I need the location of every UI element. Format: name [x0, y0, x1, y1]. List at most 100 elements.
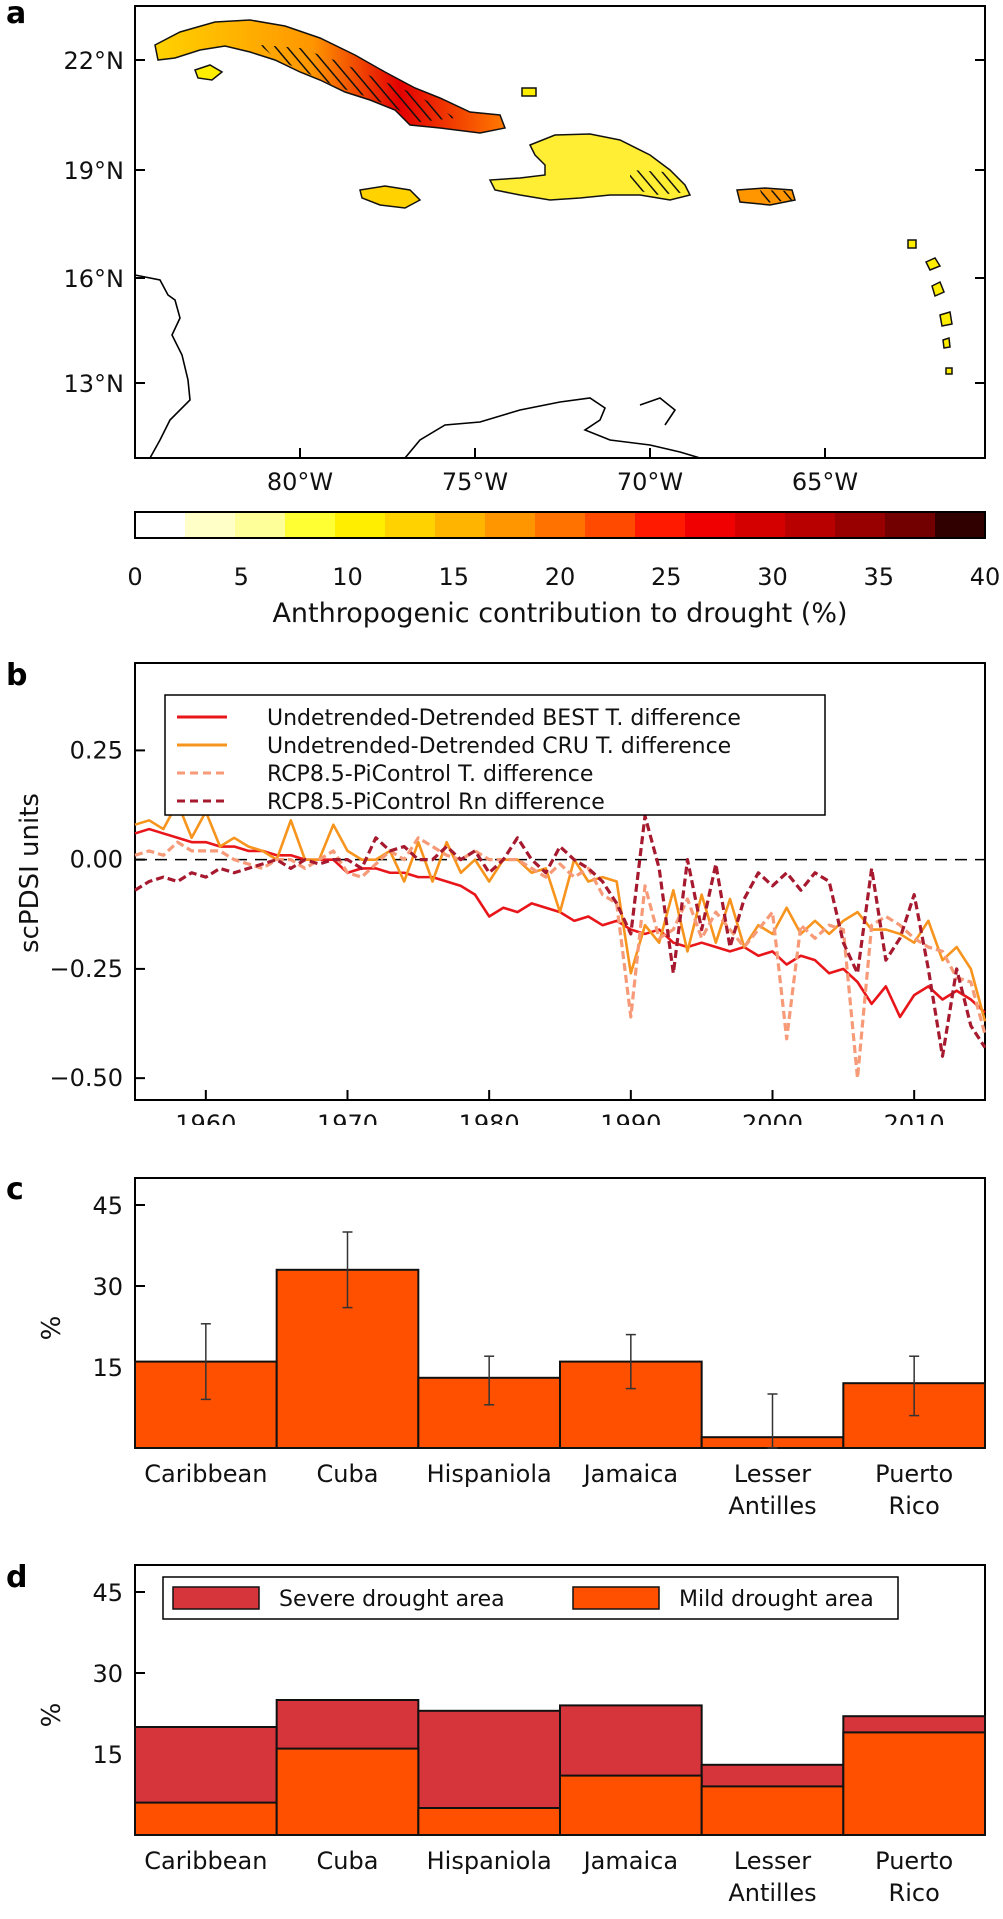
lat-tick: 13°N [64, 370, 125, 398]
x-tick-label: 1970 [317, 1110, 378, 1125]
legend-label: RCP8.5-PiControl T. difference [267, 762, 593, 787]
legend-box [162, 1576, 899, 1620]
y-axis-label: % [37, 1316, 67, 1341]
legend-label: Undetrended-Detrended BEST T. difference [267, 706, 741, 731]
colorbar-swatch [835, 512, 886, 538]
colorbar-swatch [485, 512, 536, 538]
y-tick-label: 30 [92, 1660, 123, 1688]
colorbar [134, 511, 986, 539]
colorbar-swatch [635, 512, 686, 538]
island-isla-juventud [194, 64, 224, 81]
island-small-3 [945, 367, 953, 375]
bar-chart-panel-c: % 15 30 45 Caribbean Cuba Hispaniola Jamaica Le… [37, 1177, 986, 1520]
lat-tick: 16°N [64, 265, 125, 293]
y-tick-label: 45 [92, 1192, 123, 1220]
bar-mild [275, 1747, 420, 1837]
y-tick-label: 15 [92, 1741, 123, 1769]
colorbar-swatch [785, 512, 836, 538]
colorbar-tick-label: 15 [438, 563, 469, 591]
colorbar-swatch [235, 512, 286, 538]
series-line-2 [134, 836, 987, 1080]
map-frame [134, 5, 986, 459]
x-tick-label: Hispaniola [427, 1460, 552, 1488]
x-tick-label: Hispaniola [427, 1847, 552, 1875]
series-line-0 [134, 827, 986, 1019]
lon-tick: 75°W [442, 468, 508, 496]
colorbar-swatch [535, 512, 586, 538]
puerto-rico-hatching [760, 190, 792, 203]
island-st-lucia [942, 336, 951, 349]
island-small-2 [907, 239, 917, 249]
x-tick-label: 1990 [600, 1110, 661, 1125]
lon-tick: 80°W [267, 468, 333, 496]
bar-mild [700, 1785, 845, 1836]
y-tick-label: 45 [92, 1579, 123, 1607]
x-tick-label: Lesser Antilles [728, 1847, 816, 1907]
x-tick-label: 2010 [884, 1110, 945, 1125]
x-tick-label: Cuba [317, 1460, 379, 1488]
colorbar-swatch [735, 512, 786, 538]
colorbar-tick-label: 25 [651, 563, 682, 591]
coastlines [134, 274, 701, 459]
x-tick-label: 1980 [459, 1110, 520, 1125]
x-tick-label: Jamaica [582, 1847, 678, 1875]
legend-swatch [572, 1586, 660, 1610]
x-tick-label: Puerto Rico [875, 1847, 953, 1907]
colorbar-swatch [935, 512, 986, 538]
colorbar-tick-label: 0 [127, 563, 142, 591]
panel-b-label: b [6, 658, 28, 693]
colorbar-tick-label: 40 [970, 563, 1001, 591]
colorbar-swatch [685, 512, 736, 538]
y-tick-label: 0.25 [70, 736, 123, 764]
colorbar-title: Anthropogenic contribution to drought (%… [272, 598, 847, 629]
x-tick-label: Puerto Rico [875, 1460, 953, 1520]
series-line-1 [134, 801, 987, 1022]
colorbar-tick-label: 5 [234, 563, 249, 591]
island-guadeloupe [924, 257, 942, 271]
x-tick-label: Cuba [317, 1847, 379, 1875]
colorbar-border [134, 511, 986, 539]
panel-d-label: d [6, 1560, 28, 1595]
colorbar-tick-label: 30 [757, 563, 788, 591]
legend-label: Undetrended-Detrended CRU T. difference [267, 734, 731, 759]
y-tick-label: 15 [92, 1354, 123, 1382]
islands [154, 19, 953, 375]
colorbar-swatch [335, 512, 386, 538]
x-tick-label: Caribbean [144, 1460, 267, 1488]
lat-tick: 19°N [64, 157, 125, 185]
island-martinique [939, 311, 953, 327]
cuba-hatching [260, 45, 455, 122]
x-tick-label: 1960 [175, 1110, 236, 1125]
map-lon-ticks: 80°W 75°W 70°W 65°W [267, 448, 858, 496]
y-tick-label: −0.25 [49, 955, 123, 983]
hispaniola-hatching [630, 170, 690, 195]
legend-label: RCP8.5-PiControl Rn difference [267, 790, 605, 815]
bar-mild [417, 1807, 562, 1836]
y-axis-label: % [37, 1703, 67, 1728]
colorbar-tick-label: 20 [545, 563, 576, 591]
colorbar-swatch [435, 512, 486, 538]
x-tick-label: Lesser Antilles [728, 1460, 816, 1520]
legend-label: Severe drought area [279, 1587, 505, 1612]
colorbar-swatch [385, 512, 436, 538]
bar-chart-panel-d: % 15 30 45 Caribbean Cuba Hispaniola Jamaica Le… [37, 1564, 986, 1907]
x-tick-label: Caribbean [144, 1847, 267, 1875]
colorbar-tick-label: 35 [863, 563, 894, 591]
island-dominica [931, 280, 945, 298]
legend-box [164, 694, 826, 816]
bar-mild [134, 1801, 278, 1837]
map-lat-ticks: 22°N 19°N 16°N 13°N [64, 47, 985, 398]
panel-a-label: a [6, 0, 27, 31]
colorbar-swatch [285, 512, 336, 538]
colorbar-ticks: 0 5 10 15 20 25 30 35 40 [127, 563, 1000, 591]
x-tick-label: 2000 [742, 1110, 803, 1125]
lat-tick: 22°N [64, 47, 125, 75]
colorbar-swatch [585, 512, 636, 538]
y-axis-label: scPDSI units [15, 793, 45, 953]
colorbar-swatch [135, 512, 186, 538]
legend-label: Mild drought area [679, 1587, 874, 1612]
bar-mild [842, 1731, 986, 1836]
panel-c-label: c [6, 1172, 24, 1207]
bar-mild [559, 1774, 703, 1837]
plot-frame [134, 662, 986, 1101]
